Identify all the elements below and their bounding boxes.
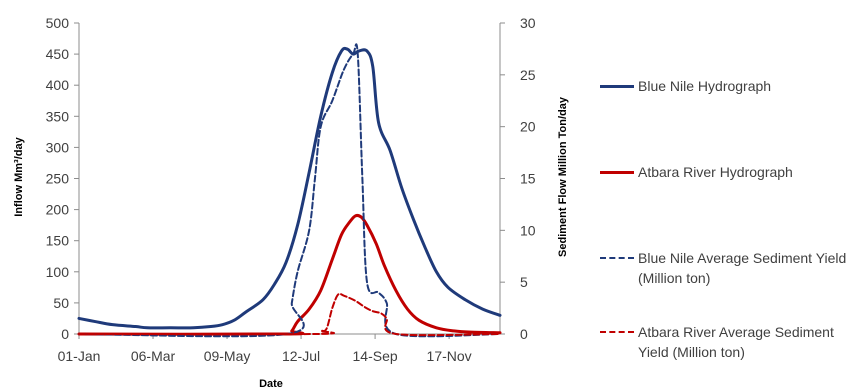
x-tick-label: 17-Nov xyxy=(427,348,472,364)
series-blue-nile-sediment xyxy=(78,43,501,338)
chart-tick-labels: 0 50 100 150 200 250 300 350 400 450 500 0 5 10 15 20 25… xyxy=(46,15,536,364)
legend-swatch xyxy=(600,257,634,259)
y-left-tick-label: 150 xyxy=(46,233,70,249)
legend-swatch xyxy=(600,85,634,88)
y-left-tick-label: 500 xyxy=(46,15,70,31)
series-blue-nile-hydrograph xyxy=(77,46,502,330)
x-tick-label: 09-May xyxy=(204,348,251,364)
y-right-axis-title: Sediment Flow Million Ton/day xyxy=(557,96,569,257)
series-atbara-hydrograph xyxy=(77,213,502,336)
chart-axes xyxy=(74,22,505,339)
legend-label: Atbara River Hydrograph xyxy=(638,164,793,180)
x-axis-title: Date xyxy=(259,378,283,389)
legend-item-atbara-hydrograph: Atbara River Hydrograph xyxy=(600,162,853,182)
y-right-tick-label: 0 xyxy=(520,326,528,342)
y-left-tick-label: 250 xyxy=(46,171,70,187)
x-tick-label: 01-Jan xyxy=(58,348,101,364)
legend-swatch xyxy=(600,171,634,174)
legend-label: Blue Nile Hydrograph xyxy=(638,78,772,94)
y-left-tick-label: 400 xyxy=(46,77,70,93)
y-left-tick-label: 100 xyxy=(46,264,70,280)
legend-label: Blue Nile Average Sediment Yield (Millio… xyxy=(638,250,847,286)
y-right-tick-label: 10 xyxy=(520,222,536,238)
legend-label: Atbara River Average Sediment Yield (Mil… xyxy=(638,324,834,360)
series-atbara-sediment xyxy=(78,292,501,337)
legend-item-blue-nile-hydrograph: Blue Nile Hydrograph xyxy=(600,76,853,96)
y-left-axis-title: Inflow Mm³/day xyxy=(13,136,25,216)
y-left-tick-label: 200 xyxy=(46,202,70,218)
y-right-tick-label: 30 xyxy=(520,15,536,31)
y-left-tick-label: 0 xyxy=(61,326,69,342)
y-right-tick-label: 20 xyxy=(520,119,536,135)
y-left-tick-label: 350 xyxy=(46,108,70,124)
x-tick-label: 12-Jul xyxy=(282,348,320,364)
y-left-tick-label: 450 xyxy=(46,46,70,62)
legend-item-blue-nile-sediment: Blue Nile Average Sediment Yield (Millio… xyxy=(600,248,853,288)
legend-swatch xyxy=(600,331,634,333)
y-right-tick-label: 5 xyxy=(520,274,528,290)
chart-series xyxy=(77,43,502,338)
legend-item-atbara-sediment: Atbara River Average Sediment Yield (Mil… xyxy=(600,322,853,362)
y-left-tick-label: 50 xyxy=(53,295,69,311)
y-right-tick-label: 15 xyxy=(520,171,536,187)
x-tick-label: 14-Sep xyxy=(353,348,398,364)
x-tick-label: 06-Mar xyxy=(131,348,176,364)
y-left-tick-label: 300 xyxy=(46,139,70,155)
y-right-tick-label: 25 xyxy=(520,67,536,83)
